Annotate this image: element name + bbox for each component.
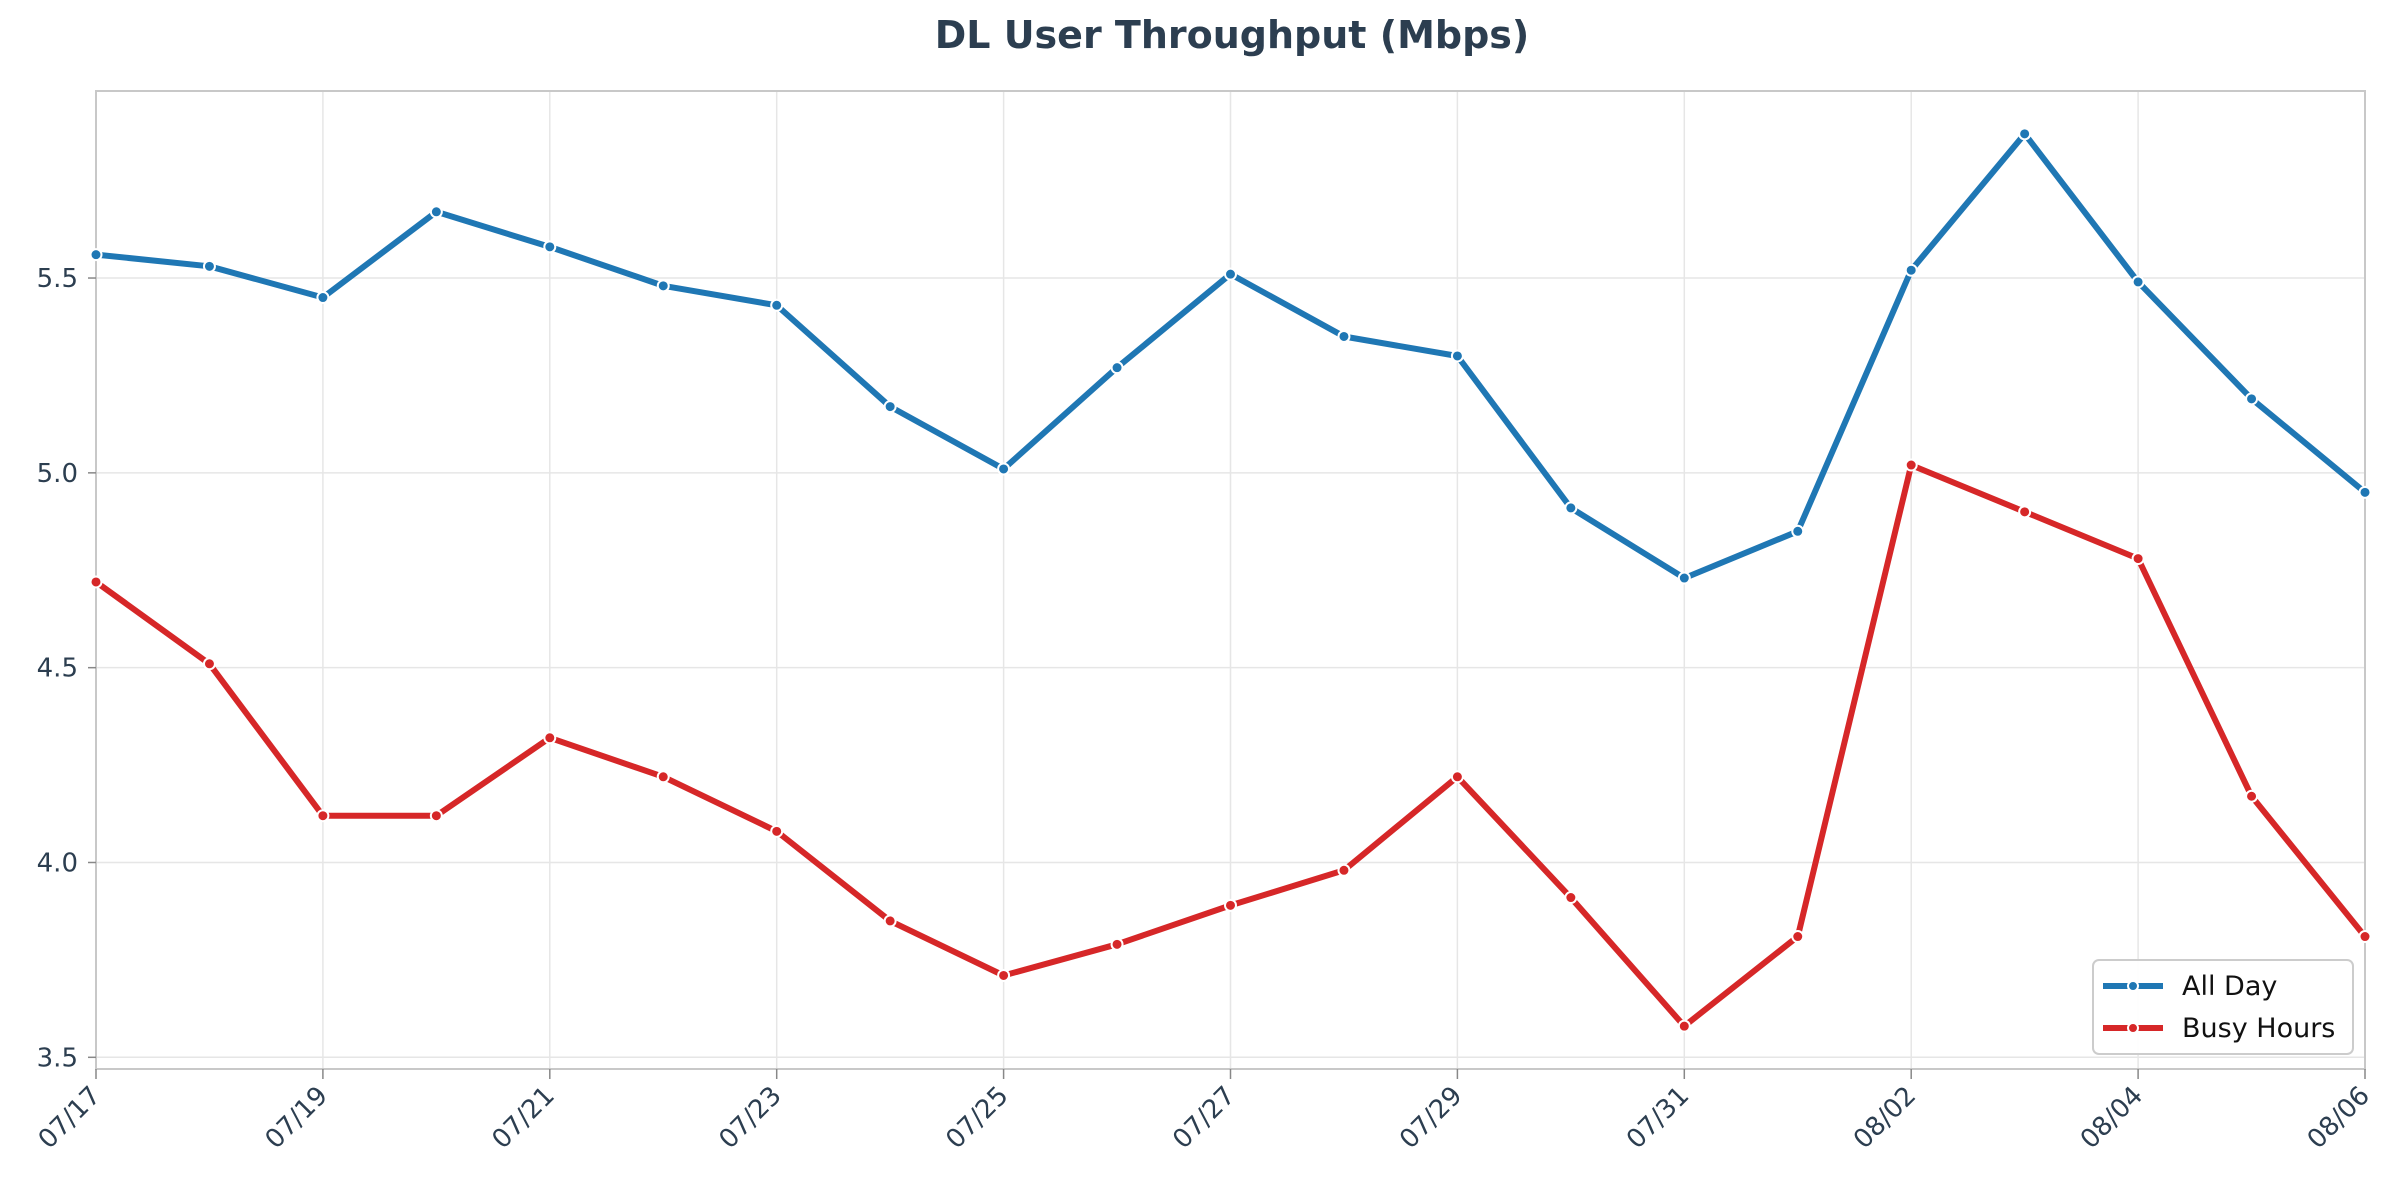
data-point-all-day xyxy=(1450,349,1464,363)
data-point-busy-hours xyxy=(997,968,1011,982)
data-point-busy-hours xyxy=(1791,930,1805,944)
data-point-all-day xyxy=(997,462,1011,476)
y-tick-label: 4.5 xyxy=(37,654,78,684)
data-point-all-day xyxy=(2358,485,2372,499)
data-point-all-day xyxy=(883,400,897,414)
data-point-busy-hours xyxy=(1110,937,1124,951)
data-point-busy-hours xyxy=(316,809,330,823)
data-point-all-day xyxy=(2131,275,2145,289)
x-tick-label: 07/27 xyxy=(1167,1081,1241,1155)
legend-marker-busy-hours xyxy=(2127,1022,2139,1034)
legend-marker-all-day xyxy=(2127,980,2139,992)
data-point-busy-hours xyxy=(2245,789,2259,803)
y-tick-label: 5.5 xyxy=(37,264,78,294)
data-point-busy-hours xyxy=(656,770,670,784)
x-tick-label: 07/25 xyxy=(940,1081,1014,1155)
x-tick-label: 08/02 xyxy=(1848,1081,1922,1155)
data-point-busy-hours xyxy=(202,657,216,671)
series-busy-hours xyxy=(89,458,2372,1033)
data-point-all-day xyxy=(2245,392,2259,406)
y-tick-label: 5.0 xyxy=(37,459,78,489)
legend-label-busy-hours: Busy Hours xyxy=(2182,1013,2335,1044)
x-tick-label: 07/17 xyxy=(33,1081,107,1155)
y-tick-label: 3.5 xyxy=(37,1043,78,1073)
data-point-busy-hours xyxy=(1677,1019,1691,1033)
data-point-busy-hours xyxy=(429,809,443,823)
data-point-all-day xyxy=(202,259,216,273)
data-point-all-day xyxy=(656,279,670,293)
data-point-busy-hours xyxy=(1450,770,1464,784)
data-point-all-day xyxy=(316,291,330,305)
data-point-busy-hours xyxy=(1337,863,1351,877)
series-all-day xyxy=(89,127,2372,585)
y-tick-label: 4.0 xyxy=(37,848,78,878)
x-tick-label: 08/06 xyxy=(2302,1081,2376,1155)
data-point-all-day xyxy=(1904,263,1918,277)
grid xyxy=(95,91,2366,1069)
x-tick-label: 07/19 xyxy=(260,1081,334,1155)
data-point-all-day xyxy=(770,298,784,312)
data-point-busy-hours xyxy=(543,731,557,745)
data-point-busy-hours xyxy=(1224,898,1237,912)
x-tick-label: 07/31 xyxy=(1621,1081,1695,1155)
data-point-all-day xyxy=(1224,267,1237,281)
legend-label-all-day: All Day xyxy=(2182,971,2277,1002)
data-point-all-day xyxy=(1337,329,1351,343)
data-point-all-day xyxy=(89,248,103,262)
data-point-all-day xyxy=(1791,524,1805,538)
data-point-busy-hours xyxy=(89,575,103,589)
data-point-busy-hours xyxy=(1564,891,1578,905)
legend: All Day Busy Hours xyxy=(2092,959,2354,1055)
chart-title: DL User Throughput (Mbps) xyxy=(935,13,1530,57)
data-point-busy-hours xyxy=(2358,930,2372,944)
x-tick-label: 07/23 xyxy=(713,1081,787,1155)
series xyxy=(89,127,2372,1033)
data-point-busy-hours xyxy=(2131,552,2145,566)
x-tick-label: 07/21 xyxy=(487,1081,561,1155)
data-point-busy-hours xyxy=(2018,505,2032,519)
data-point-busy-hours xyxy=(770,824,784,838)
data-point-all-day xyxy=(2018,127,2032,141)
x-tick-label: 07/29 xyxy=(1394,1081,1468,1155)
data-point-busy-hours xyxy=(883,914,897,928)
data-point-all-day xyxy=(1564,501,1578,515)
data-point-all-day xyxy=(543,240,557,254)
data-point-all-day xyxy=(1677,571,1691,585)
data-point-busy-hours xyxy=(1904,458,1918,472)
axes: 3.5 4.0 4.5 5.0 5.5 07/17 07/19 07/21 07/23 07/25… xyxy=(33,264,2376,1155)
data-point-all-day xyxy=(1110,361,1124,375)
x-tick-label: 08/04 xyxy=(2075,1081,2149,1155)
data-point-all-day xyxy=(429,205,443,219)
